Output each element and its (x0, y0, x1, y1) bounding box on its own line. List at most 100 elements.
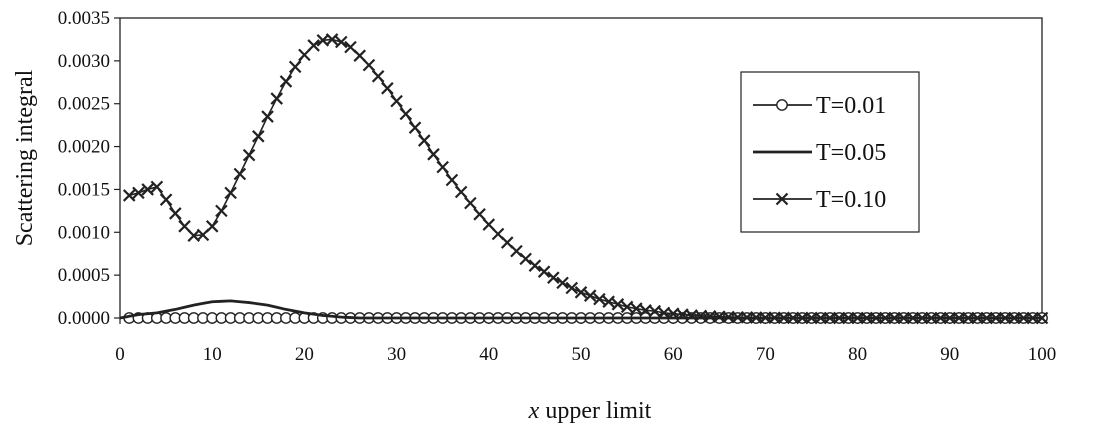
cross-marker (307, 39, 320, 52)
cross-marker (399, 107, 413, 121)
cross-marker (353, 49, 366, 62)
cross-marker (998, 311, 1012, 325)
cross-marker (971, 311, 984, 325)
cross-marker (205, 220, 219, 233)
cross-marker (556, 276, 569, 290)
y-tick-label: 0.0025 (58, 94, 110, 115)
cross-marker (464, 196, 477, 210)
cross-marker (786, 311, 800, 325)
series-layer (119, 33, 1049, 325)
x-tick-label: 70 (756, 344, 775, 365)
cross-marker (169, 207, 182, 220)
cross-marker (1035, 311, 1049, 325)
cross-marker (851, 311, 864, 325)
y-tick-label: 0.0015 (58, 179, 110, 200)
cross-marker (279, 75, 293, 88)
cross-marker (611, 298, 625, 311)
x-tick-label: 90 (940, 344, 959, 365)
cross-marker (362, 58, 376, 72)
cross-marker (408, 121, 422, 134)
cross-marker (775, 192, 789, 206)
cross-marker (777, 311, 791, 325)
cross-marker (261, 110, 274, 123)
cross-marker (915, 311, 929, 325)
x-tick-label: 60 (664, 344, 683, 365)
x-axis: 0 10 20 30 40 50 60 70 80 90 100 (115, 318, 1056, 365)
cross-marker (519, 252, 532, 266)
legend-label: T=0.10 (816, 187, 886, 213)
legend-label: T=0.01 (816, 93, 886, 119)
cross-marker (842, 311, 855, 325)
cross-marker (325, 33, 339, 46)
x-tick-label: 40 (479, 344, 498, 365)
cross-marker (547, 271, 560, 284)
cross-marker (731, 310, 745, 324)
cross-marker (878, 311, 892, 325)
cross-marker (768, 311, 781, 325)
y-axis-title: Scattering integral (12, 69, 38, 246)
cross-marker (565, 281, 579, 295)
y-tick-label: 0.0010 (58, 222, 110, 243)
x-tick-label: 10 (203, 344, 222, 365)
cross-marker (390, 94, 403, 108)
cross-marker (869, 311, 883, 325)
cross-marker (252, 130, 265, 143)
y-tick-label: 0.0000 (58, 308, 110, 329)
cross-marker (445, 173, 459, 187)
circle-marker (776, 99, 788, 111)
cross-marker (593, 292, 606, 306)
cross-marker (454, 185, 468, 199)
x-tick-label: 20 (295, 344, 314, 365)
cross-marker (1026, 311, 1040, 325)
cross-marker (989, 311, 1003, 325)
x-tick-label: 100 (1028, 344, 1057, 365)
cross-marker (805, 311, 818, 325)
x-axis-title: x upper limit (528, 398, 652, 424)
cross-marker (925, 311, 938, 325)
cross-marker (132, 186, 145, 200)
cross-marker (740, 311, 754, 324)
y-tick-label: 0.0035 (58, 8, 110, 29)
cross-marker (749, 311, 763, 324)
cross-marker (288, 60, 302, 74)
cross-marker (335, 35, 348, 49)
legend: T=0.01 T=0.05 T=0.10 (740, 71, 920, 233)
x-tick-label: 30 (387, 344, 406, 365)
cross-marker (1008, 311, 1021, 325)
y-tick-label: 0.0005 (58, 265, 110, 286)
x-tick-label: 50 (572, 344, 591, 365)
cross-marker (980, 311, 993, 325)
cross-marker (759, 311, 772, 324)
cross-marker (178, 220, 191, 233)
cross-marker (371, 70, 385, 83)
x-tick-label: 80 (848, 344, 867, 365)
cross-marker (159, 193, 173, 206)
cross-marker (961, 311, 975, 325)
cross-marker (473, 208, 486, 221)
series-t-0-10 (122, 33, 1049, 325)
x-tick-label: 0 (115, 344, 125, 365)
cross-marker (943, 311, 957, 325)
cross-marker (832, 311, 846, 325)
cross-marker (713, 310, 726, 323)
cross-marker (381, 82, 394, 95)
legend-item: T=0.05 (753, 140, 886, 166)
cross-marker (528, 259, 542, 272)
cross-marker (906, 311, 920, 325)
cross-marker (233, 167, 247, 181)
cross-marker (537, 265, 551, 278)
cross-marker (574, 286, 588, 299)
cross-marker (298, 48, 311, 62)
y-axis: 0.0000 0.0005 0.0010 0.0015 0.0020 0.0025 0.00… (58, 8, 120, 329)
cross-marker (934, 311, 947, 325)
cross-marker (122, 189, 136, 202)
y-tick-label: 0.0020 (58, 137, 110, 158)
cross-marker (860, 311, 874, 325)
cross-marker (242, 148, 256, 162)
cross-marker (583, 289, 597, 302)
cross-marker (814, 311, 827, 325)
cross-marker (952, 311, 966, 325)
legend-label: T=0.05 (816, 140, 886, 166)
cross-marker (897, 311, 910, 325)
